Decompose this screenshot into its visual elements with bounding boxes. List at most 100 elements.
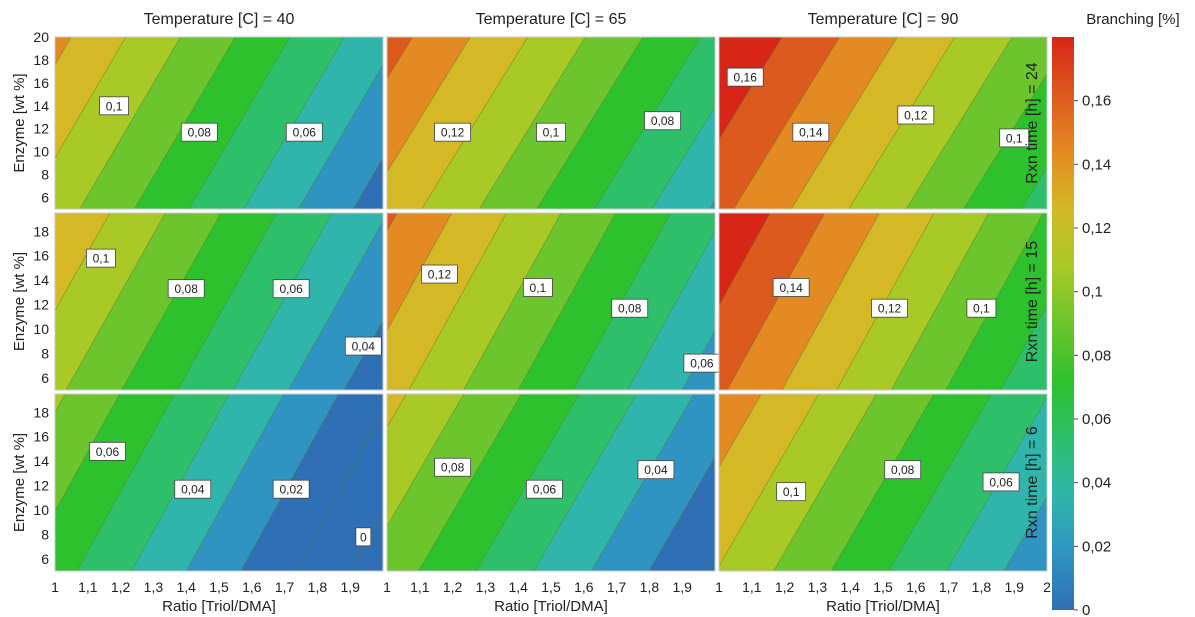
y-tick-label: 12 [33,478,49,494]
x-tick-label: 1,3 [476,579,496,595]
x-tick-label: 1,8 [640,579,660,595]
x-tick-label: 1,3 [144,579,164,595]
colorbar-tick-label: 0,1 [1082,284,1103,301]
contour-label: 0,08 [644,111,681,131]
contour-label: 0,1 [522,278,553,297]
contour-line [1020,166,1047,209]
contour-label-text: 0,14 [779,281,803,295]
contour-line [719,37,783,141]
contour-label: 0,08 [167,279,205,299]
colorbar-tick-label: 0 [1082,602,1090,617]
contour-label-text: 0,1 [93,252,110,266]
contour-line [79,37,182,209]
contour-line [418,394,522,571]
contour-label-text: 0,1 [543,126,560,140]
y-tick-label: 12 [33,297,49,313]
contour-label-text: 0,08 [618,302,642,316]
panel-frame [54,212,384,391]
contour-label-text: 0,1 [1006,131,1023,145]
contour-label: 0,06 [89,441,126,461]
contour-line [1000,304,1047,390]
contour-line [288,220,383,390]
contour-label: 0,08 [434,457,472,477]
column-title: Temperature [C] = 65 [476,11,627,28]
contour-label-text: 0,04 [352,340,376,354]
contour-label-text: 0,1 [973,302,990,316]
x-tick-label: 1,4 [508,579,528,595]
panel-frame [718,36,1048,210]
row-title: Rxn time [h] = 15 [1024,241,1041,362]
contour-line [651,105,715,209]
contour-label-text: 0,04 [644,463,668,477]
x-tick-label: 1,2 [111,579,131,595]
contour-line [517,213,617,390]
y-tick-label: 10 [33,321,49,337]
contour-label-text: 0,06 [293,126,317,140]
x-tick-label: 1,6 [574,579,594,595]
y-tick-label: 14 [33,453,49,469]
contour-line [232,213,333,390]
contour-line [1003,495,1047,571]
contour-label: 0 [355,527,372,547]
x-axis-label: Ratio [Triol/DMA] [494,598,608,615]
column-title: Temperature [C] = 90 [808,11,959,28]
contour-label-text: 0,12 [904,108,928,122]
x-tick-label: 1,5 [209,579,229,595]
y-axis-label: Enzyme [wt %] [11,73,28,172]
contour-line [188,37,291,209]
contour-line [890,213,990,390]
x-axis-label: Ratio [Triol/DMA] [162,598,276,615]
y-tick-label: 8 [41,167,49,183]
x-tick-label: 1,6 [242,579,262,595]
y-tick-label: 12 [33,121,49,137]
contour-label-text: 0,1 [106,99,123,113]
x-tick-label: 2 [1043,579,1051,595]
contour-label: 0,12 [871,298,908,318]
contour-label: 0,02 [272,479,310,499]
contour-line [295,411,383,571]
contour-label: 0,04 [344,336,382,356]
y-tick-label: 10 [33,502,49,518]
y-tick-label: 6 [41,551,49,567]
contour-line [719,394,762,468]
x-tick-label: 1,5 [541,579,561,595]
contour-line [463,213,562,390]
contour-panel-r3-c2: 0,08 0,06 0,04 [386,393,716,572]
panel-frame [54,36,384,210]
contour-panel-r3-c1: 0,06 0,04 0,02 0 [54,393,384,572]
contour-line [478,37,586,209]
contour-label: 0,14 [792,122,830,142]
contour-label: 0,1 [99,96,129,116]
y-tick-label: 14 [33,98,49,114]
x-tick-label: 1,9 [1004,579,1024,595]
contour-label-text: 0 [360,530,367,544]
panel-frame [386,36,716,210]
panel-frame [386,393,716,572]
contour-label: 0,14 [772,278,810,297]
contour-label: 0,12 [897,105,935,125]
x-tick-label: 1,1 [410,579,430,595]
contour-label-text: 0,06 [96,445,120,459]
y-tick-label: 20 [33,29,49,45]
x-tick-label: 1,3 [808,579,828,595]
x-tick-label: 1 [51,579,59,595]
contour-label-text: 0,14 [799,126,823,140]
contour-label-text: 0,04 [181,483,205,497]
contour-label-text: 0,1 [783,485,800,499]
y-tick-label: 18 [33,52,49,68]
contour-line [533,394,637,571]
contour-line [888,394,992,571]
panel-frame [54,393,384,572]
contour-panel-r1-c1: 0,1 0,08 0,06 [54,36,384,210]
y-tick-label: 8 [41,345,49,361]
x-tick-label: 1,9 [340,579,360,595]
contour-panel-r3-c3: 0,1 0,08 0,06 [718,393,1048,572]
contour-label: 0,12 [421,264,458,284]
contour-label-text: 0,02 [279,483,303,497]
y-tick-label: 16 [33,248,49,264]
contour-label: 0,16 [726,67,764,87]
y-tick-label: 14 [33,272,49,288]
y-tick-label: 10 [33,144,49,160]
contour-label: 0,1 [999,128,1030,148]
contour-panel-r1-c3: 0,16 0,14 0,12 0,1 [718,36,1048,210]
